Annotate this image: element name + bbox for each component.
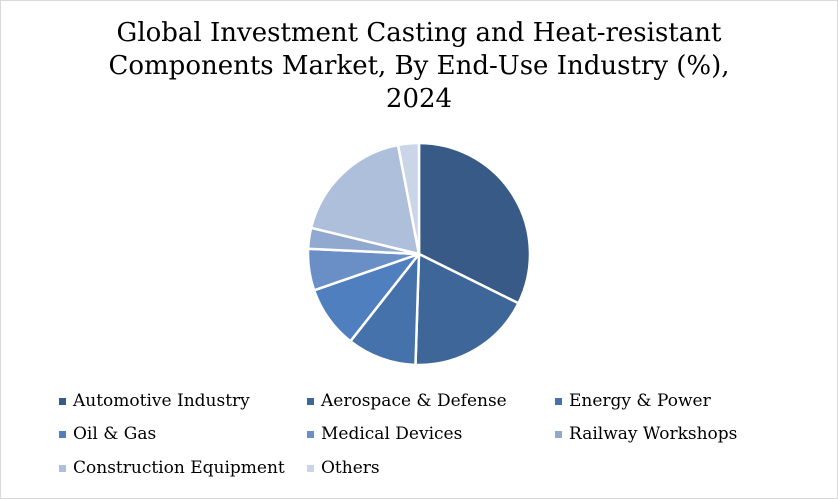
legend-swatch-1 [307, 397, 314, 405]
chart-title-line-2: Components Market, By End-Use Industry (… [108, 51, 730, 81]
legend-label-0: Automotive Industry [73, 391, 250, 411]
legend-item-1: Aerospace & Defense [307, 391, 507, 411]
chart-title-line-3: 2024 [385, 84, 453, 114]
pie-slice-0 [417, 141, 532, 305]
legend-item-6: Construction Equipment [59, 458, 285, 478]
chart-title: Global Investment Casting and Heat-resis… [61, 17, 777, 116]
legend-label-3: Oil & Gas [73, 424, 157, 444]
legend-label-2: Energy & Power [569, 391, 711, 411]
legend-item-3: Oil & Gas [59, 424, 156, 444]
legend-item-5: Railway Workshops [555, 424, 737, 444]
legend-label-1: Aerospace & Defense [321, 391, 507, 411]
legend-swatch-2 [555, 397, 562, 405]
legend-swatch-0 [59, 397, 66, 405]
pie-slice-1 [414, 252, 520, 367]
legend-swatch-3 [59, 430, 66, 438]
legend-item-2: Energy & Power [555, 391, 711, 411]
legend-label-6: Construction Equipment [73, 458, 285, 478]
legend-swatch-7 [307, 464, 314, 472]
chart-title-line-1: Global Investment Casting and Heat-resis… [116, 18, 722, 48]
legend-swatch-5 [555, 430, 562, 438]
legend-item-4: Medical Devices [307, 424, 462, 444]
legend-swatch-4 [307, 430, 314, 438]
legend-label-7: Others [321, 458, 380, 478]
legend-swatch-6 [59, 464, 66, 472]
pie-slice-6 [309, 143, 421, 256]
legend-label-5: Railway Workshops [569, 424, 738, 444]
legend-item-0: Automotive Industry [59, 391, 250, 411]
pie-slice-7 [396, 141, 421, 256]
legend-item-7: Others [307, 458, 380, 478]
pie-slice-2 [349, 252, 421, 367]
legend-label-4: Medical Devices [321, 424, 463, 444]
